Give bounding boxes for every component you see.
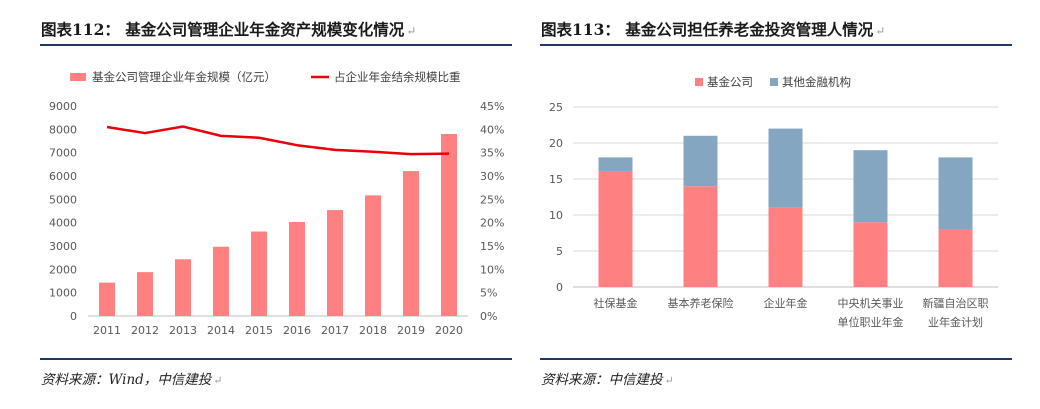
bar-segment-fund-company — [598, 171, 633, 287]
right-y-tick-label: 15% — [480, 240, 504, 253]
legend-fund-label: 基金公司 — [707, 75, 753, 89]
left-y-tick-label: 1000 — [49, 287, 77, 300]
legend-fund-swatch — [695, 78, 703, 86]
y-tick-label: 0 — [556, 281, 563, 294]
left-y-tick-label: 9000 — [49, 100, 77, 113]
y-tick-label: 5 — [556, 245, 563, 258]
bar-2016 — [289, 221, 305, 316]
bar-segment-fund-company — [938, 229, 973, 287]
left-y-tick-label: 0 — [70, 310, 77, 323]
right-y-tick-label: 30% — [480, 170, 504, 183]
left-source-rule — [40, 358, 512, 360]
left-y-tick-label: 2000 — [49, 263, 77, 276]
right-y-tick-label: 5% — [480, 287, 497, 300]
x-tick-label: 2012 — [131, 324, 159, 337]
x-tick-label: 2014 — [207, 324, 235, 337]
bar-2011 — [99, 282, 115, 316]
x-tick-label: 2020 — [435, 324, 463, 337]
bar-2018 — [365, 195, 381, 316]
x-tick-label: 2017 — [321, 324, 349, 337]
left-title-rule — [40, 44, 512, 46]
bar-2015 — [251, 231, 267, 316]
x-tick-label: 2019 — [397, 324, 425, 337]
y-tick-label: 10 — [549, 209, 563, 222]
legend-bar-label: 基金公司管理企业年金规模（亿元） — [92, 70, 276, 84]
x-tick-label: 企业年金 — [764, 296, 808, 310]
bar-2020 — [441, 134, 457, 316]
bar-2014 — [213, 246, 229, 316]
bar-2012 — [137, 272, 153, 316]
x-tick-label: 业年金计划 — [928, 315, 983, 329]
left-y-tick-label: 4000 — [49, 217, 77, 230]
x-tick-label: 2016 — [283, 324, 311, 337]
x-tick-label: 中央机关事业 — [838, 296, 904, 310]
legend-other-label: 其他金融机构 — [782, 75, 851, 89]
right-y-tick-label: 45% — [480, 100, 504, 113]
right-source: 资料来源：中信建投 ↵ — [541, 372, 674, 388]
right-y-tick-label: 25% — [480, 193, 504, 206]
bar-segment-other-institutions — [853, 150, 888, 223]
legend-other-swatch — [770, 78, 778, 86]
x-tick-label: 2011 — [93, 324, 121, 337]
bar-segment-fund-company — [853, 222, 888, 287]
bar-segment-other-institutions — [598, 157, 633, 172]
right-chart-title: 图表113： 基金公司担任养老金投资管理人情况 ↵ — [541, 20, 886, 39]
x-tick-label: 新疆自治区职 — [923, 296, 989, 310]
right-y-tick-label: 40% — [480, 123, 504, 136]
legend-bar-swatch — [70, 73, 86, 81]
x-tick-label: 单位职业年金 — [838, 315, 904, 329]
right-y-tick-label: 35% — [480, 147, 504, 160]
x-tick-label: 2013 — [169, 324, 197, 337]
share-line — [106, 125, 450, 156]
right-y-tick-label: 10% — [480, 263, 504, 276]
bar-segment-other-institutions — [768, 128, 803, 208]
right-source-rule — [540, 358, 1012, 360]
left-source: 资料来源：Wind，中信建投 ↵ — [41, 372, 223, 388]
bar-segment-fund-company — [768, 207, 803, 287]
bar-2017 — [327, 210, 343, 316]
right-y-tick-label: 20% — [480, 217, 504, 230]
x-tick-label: 2018 — [359, 324, 387, 337]
bar-2013 — [175, 259, 191, 316]
left-chart-title: 图表112： 基金公司管理企业年金资产规模变化情况 ↵ — [41, 20, 417, 39]
x-tick-label: 2015 — [245, 324, 273, 337]
left-y-tick-label: 6000 — [49, 170, 77, 183]
y-tick-label: 20 — [549, 137, 563, 150]
right-title-rule — [540, 44, 1012, 46]
bar-segment-fund-company — [683, 186, 718, 287]
left-y-tick-label: 7000 — [49, 147, 77, 160]
x-tick-label: 社保基金 — [594, 296, 638, 310]
bar-segment-other-institutions — [683, 135, 718, 187]
x-tick-label: 基本养老保险 — [668, 296, 734, 310]
y-tick-label: 25 — [549, 101, 563, 114]
left-y-tick-label: 5000 — [49, 193, 77, 206]
bar-segment-other-institutions — [938, 157, 973, 230]
right-y-tick-label: 0% — [480, 310, 497, 323]
left-chart: 0 1000 2000 3000 4000 5000 6000 7000 8000 9000 0% 5… — [49, 70, 504, 337]
y-tick-label: 15 — [549, 173, 563, 186]
left-y-tick-label: 8000 — [49, 123, 77, 136]
legend-line-label: 占企业年金结余规模比重 — [334, 70, 461, 84]
bar-2019 — [403, 171, 419, 316]
left-y-tick-label: 3000 — [49, 240, 77, 253]
